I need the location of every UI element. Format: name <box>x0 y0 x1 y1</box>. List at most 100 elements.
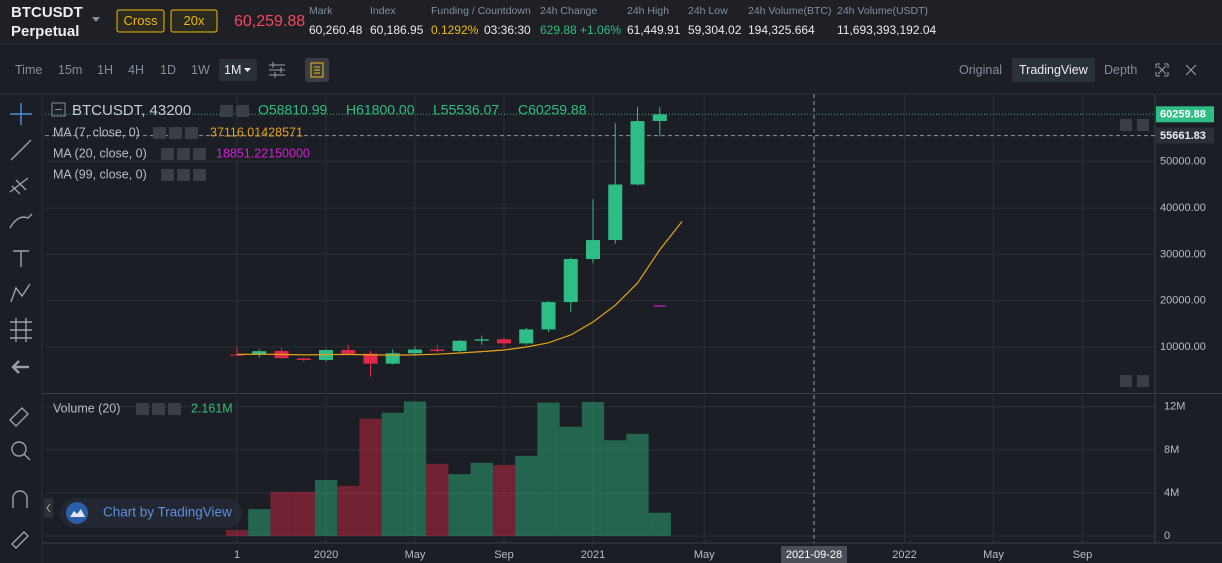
interval-button[interactable]: 1D <box>160 63 176 77</box>
collapse-button[interactable] <box>44 498 53 518</box>
volume-bar <box>470 462 493 537</box>
volume-title: Volume (20) <box>53 401 120 415</box>
candle-body <box>341 350 356 354</box>
stat-value: 11,693,393,192.04 <box>837 23 937 37</box>
legend-icon[interactable] <box>168 403 181 415</box>
volume-bar <box>492 464 516 537</box>
legend-icon[interactable] <box>177 169 190 181</box>
price-tag <box>1156 127 1214 144</box>
legend-collapse[interactable] <box>51 102 66 117</box>
symbol-label: BTCUSDT, 43200 <box>72 102 191 119</box>
x-tick-label: May <box>694 549 715 561</box>
ohlc-value: O58810.99 <box>258 102 327 118</box>
volume-bar <box>537 402 560 537</box>
y-tick-label: 30000.00 <box>1160 248 1206 260</box>
candle-body <box>385 353 400 364</box>
interval-button[interactable]: 1H <box>97 63 113 77</box>
stat-value: 59,304.02 <box>688 23 742 37</box>
interval-button[interactable]: 15m <box>58 63 82 77</box>
drawing-tools <box>9 103 33 549</box>
stat-value: 194,325.664 <box>748 23 815 37</box>
volume-tick-label: 0 <box>1164 530 1170 542</box>
interval-button[interactable]: 4H <box>128 63 144 77</box>
x-tick-label: 2020 <box>314 549 338 561</box>
contract-type: Perpetual <box>11 23 79 40</box>
view-button[interactable]: TradingView <box>1019 63 1089 77</box>
legend-icon[interactable] <box>161 148 174 160</box>
dropdown-arrow[interactable] <box>92 17 100 22</box>
interval-button: Time <box>15 63 42 77</box>
leverage: 20x <box>184 13 205 28</box>
legend-icon[interactable] <box>161 169 174 181</box>
x-tick-label: Sep <box>1073 549 1093 561</box>
measure-tool[interactable] <box>9 407 29 427</box>
lock-tool[interactable] <box>11 531 29 549</box>
legend-icon[interactable] <box>193 169 206 181</box>
view-button[interactable]: Original <box>959 63 1002 77</box>
candle-body <box>541 302 556 330</box>
volume-bar <box>270 491 293 537</box>
stat-label: 24h Change <box>540 5 597 17</box>
crosshair-label-bg <box>781 546 847 563</box>
stat-value: 629.88 +1.06% <box>540 23 621 37</box>
legend-icon[interactable] <box>193 148 206 160</box>
fullscreen-button[interactable] <box>1155 63 1169 77</box>
forecast-tool[interactable] <box>10 318 32 342</box>
legend-icon[interactable] <box>136 403 149 415</box>
close-button[interactable] <box>1185 64 1197 76</box>
y-tick-label: 20000.00 <box>1160 295 1206 307</box>
line-tool[interactable] <box>10 139 32 161</box>
price-tag <box>1156 106 1214 123</box>
leverage-button[interactable] <box>170 9 218 33</box>
watermark-logo-mark <box>70 509 85 517</box>
legend-icon[interactable] <box>236 105 249 117</box>
view-selected-bg[interactable] <box>1012 58 1095 82</box>
watermark-text[interactable]: Chart by TradingView <box>103 505 232 520</box>
collapse-arrow <box>46 503 51 513</box>
stat-label: Mark <box>309 5 333 17</box>
legend-icon[interactable] <box>185 127 198 139</box>
interval-button[interactable]: 1W <box>191 63 210 77</box>
magnet-tool[interactable] <box>12 490 28 508</box>
pattern-tool[interactable] <box>10 283 31 303</box>
stat-value: 61,449.91 <box>627 23 681 37</box>
candle-body <box>497 339 511 344</box>
zoom-handle <box>23 453 31 461</box>
interval-dropdown <box>244 68 251 72</box>
fib-tool[interactable] <box>9 177 29 195</box>
scale-buttons[interactable] <box>1137 119 1149 131</box>
indicators-icon-lines <box>314 66 320 74</box>
stat-label: 24h Volume(BTC) <box>748 5 831 17</box>
back-tool[interactable] <box>11 360 29 374</box>
scale-buttons[interactable] <box>1120 119 1132 131</box>
price-tag-label: 55661.83 <box>1160 130 1206 142</box>
candle-body <box>586 240 600 260</box>
brush-tool[interactable] <box>9 213 33 229</box>
volume-bar <box>626 433 649 537</box>
toolbar-icons <box>269 58 1197 82</box>
volume-bar <box>403 401 427 537</box>
watermark-bg[interactable] <box>60 498 242 528</box>
indicator-settings[interactable] <box>269 62 285 78</box>
y-tick-label: 10000.00 <box>1160 341 1206 353</box>
legend-icon[interactable] <box>153 127 166 139</box>
zoom-tool[interactable] <box>11 441 27 457</box>
x-tick-label: 1 <box>234 549 240 561</box>
interval-selected-bg[interactable] <box>219 59 257 81</box>
stat-value: 0.1292% <box>431 23 479 37</box>
scale-buttons[interactable] <box>1120 375 1132 387</box>
ma-line <box>236 221 683 356</box>
volume-bar <box>559 426 582 537</box>
legend-icon[interactable] <box>220 105 233 117</box>
margin-mode-button[interactable] <box>116 9 165 33</box>
scale-buttons[interactable] <box>1137 375 1149 387</box>
legend-icon[interactable] <box>152 403 165 415</box>
text-tool[interactable] <box>13 250 29 267</box>
indicator-name: MA (7, close, 0) <box>53 125 140 139</box>
view-button[interactable]: Depth <box>1104 63 1137 77</box>
legend-icon[interactable] <box>169 127 182 139</box>
crosshair-tool[interactable] <box>10 103 32 125</box>
indicators-icon <box>310 62 324 78</box>
interval-button[interactable]: 1M <box>224 63 241 77</box>
legend-icon[interactable] <box>177 148 190 160</box>
